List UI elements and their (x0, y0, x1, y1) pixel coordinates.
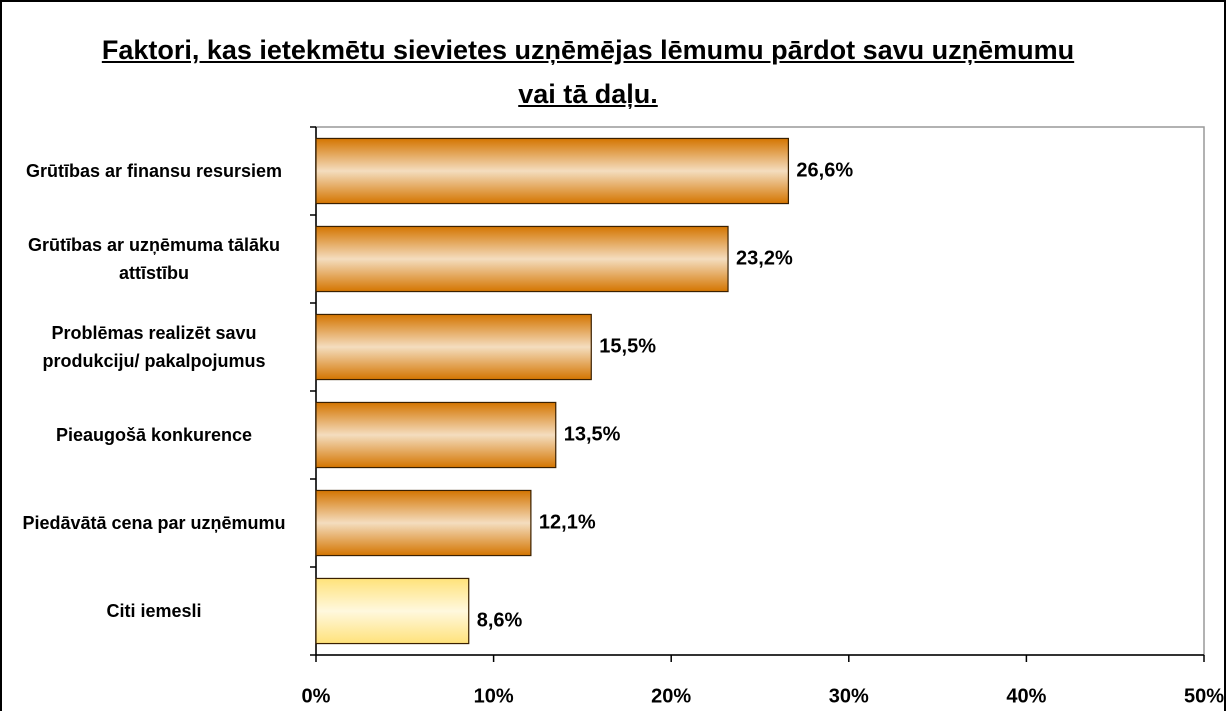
y-tick-label: Grūtības ar finansu resursiem (25, 161, 283, 181)
y-tick-label: Grūtības ar uzņēmuma tālāku attīstību (27, 235, 281, 283)
x-tick-label: 30% (829, 685, 869, 707)
bar (315, 401, 557, 469)
bar (315, 313, 592, 381)
plot-area (315, 126, 1205, 656)
data-label: 26,6% (796, 159, 853, 181)
y-tick-label: Problēmas realizēt savu produkciju/ paka… (42, 323, 266, 371)
data-label: 15,5% (599, 335, 656, 357)
data-label: 23,2% (736, 247, 793, 269)
x-tick-label: 40% (1006, 685, 1046, 707)
chart-title: Faktori, kas ietekmētu sievietes uzņēmēj… (101, 35, 1075, 109)
bar (315, 577, 470, 645)
data-label: 8,6% (477, 609, 523, 631)
bar (315, 137, 790, 205)
bar (315, 225, 729, 293)
data-label: 13,5% (564, 423, 621, 445)
y-tick-label: Pieaugošā konkurence (55, 425, 253, 445)
y-tick-label: Citi iemesli (106, 601, 202, 621)
x-tick-label: 0% (302, 685, 331, 707)
x-tick-label: 50% (1184, 685, 1224, 707)
y-tick-label: Piedāvātā cena par uzņēmumu (22, 513, 286, 533)
x-tick-label: 10% (474, 685, 514, 707)
data-label: 12,1% (539, 511, 596, 533)
bar (315, 489, 532, 557)
x-tick-label: 20% (651, 685, 691, 707)
